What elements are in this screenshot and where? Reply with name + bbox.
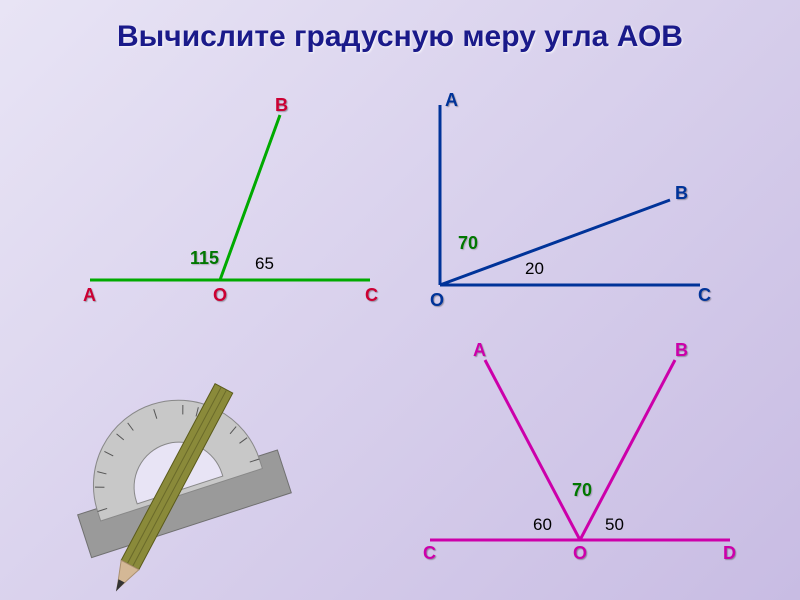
answer-70: 70 — [458, 233, 478, 254]
line-oa — [485, 360, 580, 540]
angle-65: 65 — [255, 254, 274, 274]
label-b: В — [675, 183, 688, 204]
angle-50: 50 — [605, 515, 624, 535]
label-o: О — [213, 285, 227, 306]
diagram-3: С О D А В 60 50 70 — [420, 340, 740, 570]
diagram-2-svg — [420, 95, 720, 315]
label-a: А — [473, 340, 486, 361]
line-ob — [580, 360, 675, 540]
label-d: D — [723, 543, 736, 564]
label-c: С — [365, 285, 378, 306]
angle-60: 60 — [533, 515, 552, 535]
diagram-1-svg — [80, 100, 380, 320]
label-o: О — [573, 543, 587, 564]
protractor-svg — [50, 340, 330, 580]
protractor-illustration — [50, 340, 330, 580]
label-o: О — [430, 290, 444, 311]
diagram-1: А О С В 65 115 — [80, 100, 380, 320]
label-a: А — [445, 90, 458, 111]
label-c: С — [698, 285, 711, 306]
angle-20: 20 — [525, 259, 544, 279]
diagram-2: О С А В 20 70 — [420, 95, 720, 315]
page-title: Вычислите градусную меру угла АОВ — [0, 20, 800, 54]
answer-115: 115 — [190, 248, 219, 269]
label-c: С — [423, 543, 436, 564]
label-a: А — [83, 285, 96, 306]
answer-70: 70 — [572, 480, 592, 501]
label-b: В — [275, 95, 288, 116]
diagram-3-svg — [420, 340, 740, 570]
label-b: В — [675, 340, 688, 361]
